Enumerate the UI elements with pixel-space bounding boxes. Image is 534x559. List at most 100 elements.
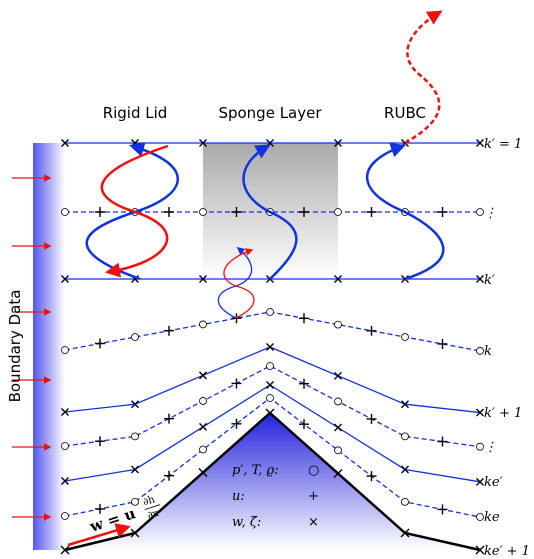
p-point: [266, 394, 274, 402]
u-point: [164, 207, 174, 217]
u-point: [299, 419, 309, 430]
p-point: [199, 320, 207, 329]
level-label: ⋮: [484, 206, 497, 221]
half-level: [64, 365, 481, 448]
w-point: [131, 465, 139, 474]
p-point: [199, 445, 207, 454]
u-point: [95, 436, 105, 447]
w-point: [61, 408, 69, 416]
u-point: [366, 471, 377, 482]
side-label: Boundary Data: [6, 290, 24, 403]
level-label: ke: [484, 510, 500, 525]
terrain: [65, 413, 480, 550]
p-point: [61, 512, 69, 520]
terrain-outline: [64, 411, 481, 552]
header: Rigid Lid: [103, 104, 168, 122]
p-point: [131, 333, 139, 341]
p-point: [199, 397, 207, 405]
level-label: k′ = 1: [484, 137, 522, 152]
level-label: ke′: [484, 475, 503, 490]
w-point: [334, 275, 342, 283]
w-point: [199, 275, 207, 283]
boundary-velocity-arrow: [67, 523, 131, 547]
w-point: [476, 477, 484, 486]
wave-curves: [85, 10, 445, 319]
w-point: [61, 139, 69, 147]
u-point: [95, 338, 105, 349]
p-point: [401, 497, 409, 506]
u-point: [437, 207, 448, 217]
u-point: [164, 470, 174, 481]
p-point: [334, 446, 342, 455]
u-point: [437, 338, 448, 349]
boundary-arrows: [12, 174, 52, 521]
u-point: [437, 436, 448, 447]
boundary-bar: [33, 143, 65, 550]
u-point: [366, 207, 377, 217]
p-point: [334, 320, 342, 329]
header: Sponge Layer: [218, 104, 322, 122]
level-labels: k′ = 1 ⋮ k′ k k′ + 1 ⋮ ke′ ke ke′ + 1: [484, 137, 530, 559]
p-point: [476, 513, 484, 521]
u-point: [299, 313, 309, 324]
w-point: [401, 465, 409, 474]
w-point: [61, 275, 69, 283]
w-point: [401, 400, 409, 409]
p-point: [401, 432, 409, 441]
w-point: [334, 371, 342, 380]
level-label: k′ + 1: [484, 406, 522, 421]
p-point: [266, 308, 274, 316]
p-point: [334, 208, 342, 216]
w-point: [476, 275, 484, 283]
u-point: [299, 378, 309, 389]
w-point: [131, 400, 139, 409]
formula-denominator: ∂x: [146, 508, 160, 522]
w-point: [266, 381, 274, 389]
legend-variables: u:: [232, 489, 245, 504]
u-point: [164, 325, 174, 336]
u-point: [231, 378, 242, 389]
formula-numerator: ∂h: [142, 494, 157, 508]
u-point: [95, 207, 105, 217]
w-point: [61, 477, 69, 485]
p-point: [476, 347, 484, 355]
w-point: [476, 408, 484, 417]
u-point: [437, 504, 448, 515]
u-point: [366, 413, 377, 424]
p-point: [199, 208, 207, 216]
p-point: [131, 497, 139, 506]
u-point: [366, 325, 377, 336]
w-point: [199, 371, 207, 380]
p-point: [266, 362, 274, 370]
w-point: [476, 139, 484, 147]
legend-symbol: ○: [308, 463, 319, 478]
legend-symbol: +: [308, 489, 319, 504]
w-point: [266, 343, 274, 351]
w-point: [334, 139, 342, 147]
p-point: [131, 432, 139, 441]
level-label: ⋮: [484, 440, 497, 455]
level-label: ke′ + 1: [484, 544, 530, 559]
w-point: [199, 422, 207, 431]
p-point: [61, 208, 69, 216]
w-point: [199, 139, 207, 147]
legend-variables: w, ζ̇:: [232, 515, 261, 530]
level-label: k: [484, 344, 492, 359]
u-point: [231, 418, 242, 429]
legend-symbol: ×: [308, 515, 319, 530]
legend-variables: p′, T, ϱ:: [232, 463, 279, 478]
fraction-bar: [144, 504, 161, 511]
u-point: [164, 413, 174, 424]
w-point: [334, 423, 342, 432]
p-point: [334, 397, 342, 406]
u-point: [95, 503, 105, 514]
u-point: [231, 207, 242, 217]
header: RUBC: [384, 104, 426, 122]
p-point: [476, 442, 484, 451]
p-point: [476, 208, 484, 216]
p-point: [61, 442, 69, 450]
level-label: k′: [484, 273, 495, 288]
u-point: [299, 207, 309, 217]
p-point: [61, 346, 69, 354]
